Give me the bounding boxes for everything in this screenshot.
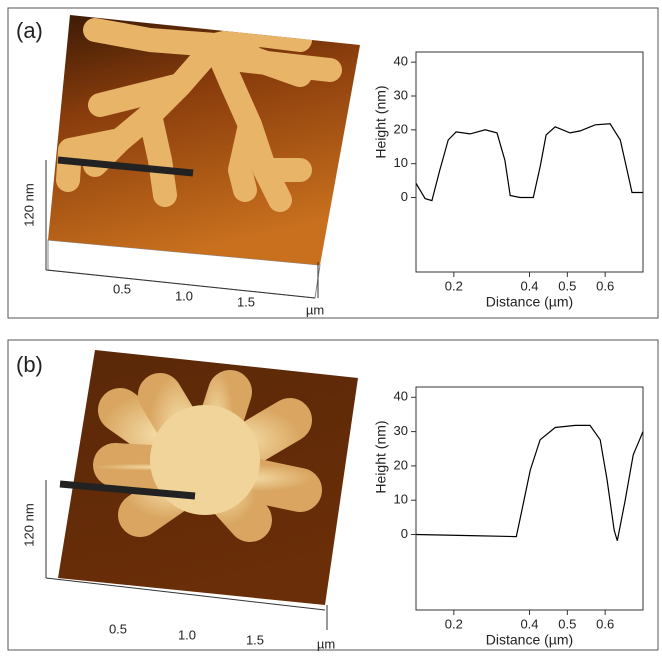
y-tick-label: 20: [394, 121, 408, 136]
y-tick-label: 0: [401, 189, 408, 204]
afm-x-tick-label: 0.5: [113, 281, 131, 296]
panel-label: (a): [16, 18, 43, 43]
y-axis-label: Height (nm): [373, 85, 389, 158]
x-tick-label: 0.4: [520, 278, 538, 293]
x-tick-label: 0.6: [596, 616, 614, 631]
afm-x-tick-label: 1.0: [175, 288, 193, 303]
y-axis-label: Height (nm): [373, 420, 389, 493]
afm-x-tick-label: 1.5: [237, 294, 255, 309]
x-tick-label: 0.2: [445, 278, 463, 293]
y-tick-label: 30: [394, 423, 408, 438]
y-tick-label: 0: [401, 526, 408, 541]
y-tick-label: 10: [394, 155, 408, 170]
x-tick-label: 0.4: [520, 616, 538, 631]
y-tick-label: 30: [394, 87, 408, 102]
x-axis-label: Distance (µm): [486, 294, 573, 310]
y-tick-label: 20: [394, 457, 408, 472]
afm-x-tick-label: 0.5: [109, 621, 127, 636]
profile-line: [416, 124, 643, 201]
afm-x-unit: µm: [317, 636, 335, 651]
x-tick-label: 0.6: [596, 278, 614, 293]
plot-frame: [416, 52, 643, 272]
z-scale-label: 120 nm: [21, 503, 36, 546]
afm-image: [46, 15, 360, 298]
afm-image: [46, 350, 358, 630]
x-tick-label: 0.2: [445, 616, 463, 631]
afm-x-tick-label: 1.0: [178, 627, 196, 642]
x-axis-label: Distance (µm): [486, 632, 573, 648]
figure: (a) 120 nm 0.5 1.0 1.5 µm (b) 120 nm 0.5…: [0, 0, 662, 653]
profile-line: [416, 425, 643, 540]
z-scale-label: 120 nm: [21, 183, 36, 226]
y-tick-label: 40: [394, 54, 408, 69]
y-tick-label: 40: [394, 389, 408, 404]
panel-label: (b): [16, 352, 43, 377]
afm-x-unit: µm: [306, 302, 324, 317]
afm-x-tick-label: 1.5: [246, 632, 264, 647]
x-tick-label: 0.5: [558, 616, 576, 631]
x-tick-label: 0.5: [558, 278, 576, 293]
plot-frame: [416, 387, 643, 610]
y-tick-label: 10: [394, 492, 408, 507]
